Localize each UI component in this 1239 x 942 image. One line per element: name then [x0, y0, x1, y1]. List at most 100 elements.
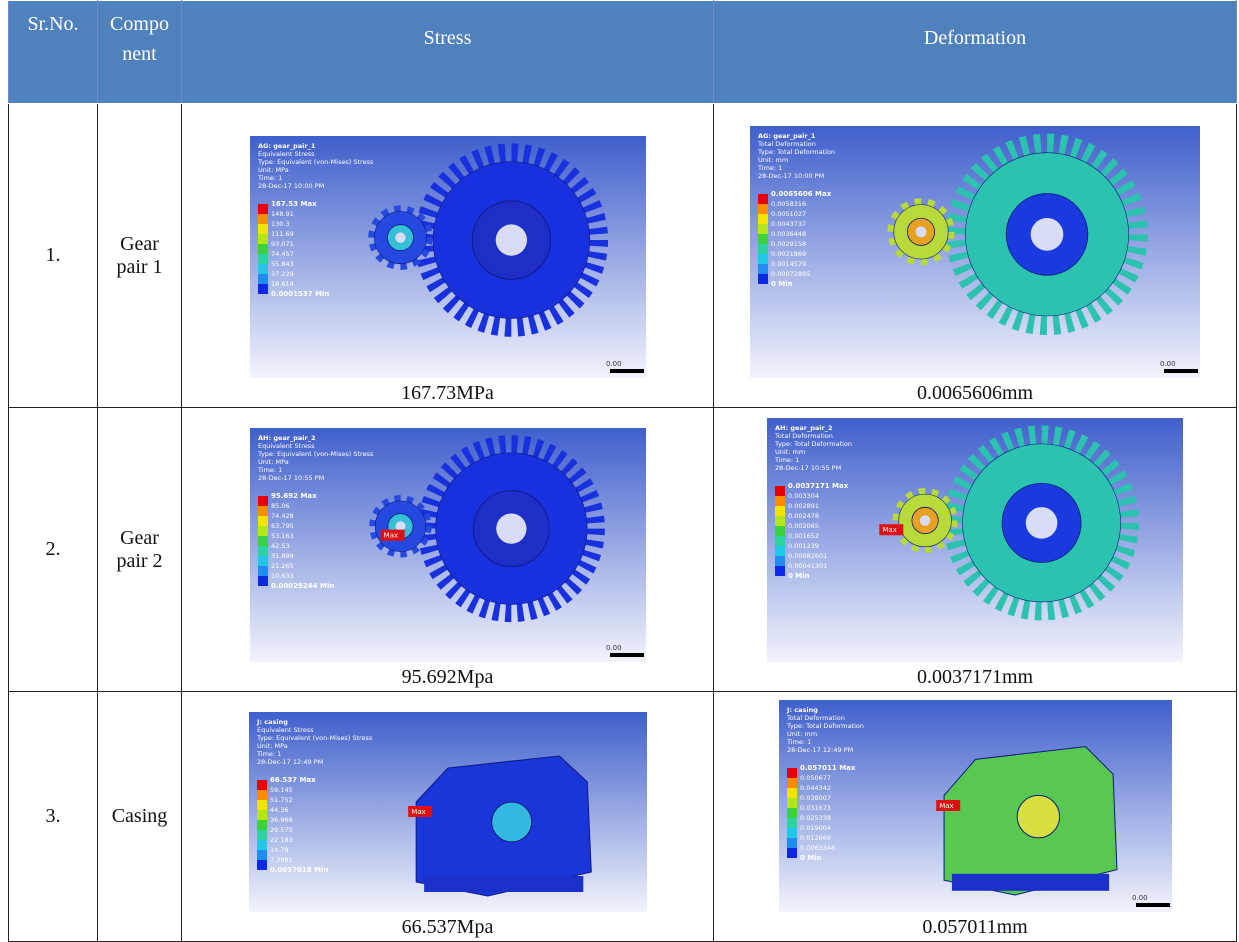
fea-image: J: casingEquivalent StressType: Equivale… [249, 712, 647, 912]
legend-label: 0.003304 [788, 492, 819, 500]
legend-label: 29.575 [270, 826, 293, 834]
image-header-line: Unit: MPa [258, 166, 289, 174]
legend-band [775, 496, 785, 506]
legend-band [258, 284, 268, 294]
scale-label: 0.00 [1160, 360, 1176, 368]
gear-bore [495, 224, 526, 255]
image-header-line: Type: Total Deformation [774, 440, 852, 448]
image-header-line: Equivalent Stress [257, 726, 314, 734]
legend-band [258, 204, 268, 214]
image-header-line: 28-Dec-17 10:55 PM [258, 474, 324, 482]
legend-band [775, 556, 785, 566]
sr-cell: 3. [9, 692, 98, 942]
legend-label: 0.031673 [800, 804, 831, 812]
legend-label: 0.002478 [788, 512, 819, 520]
image-header-line: AH: gear_pair_2 [775, 424, 832, 432]
image-header-line: Time: 1 [786, 738, 811, 746]
legend-band [775, 526, 785, 536]
legend-band [775, 566, 785, 576]
legend-label: 0.00041301 [788, 562, 827, 570]
image-header-line: Equivalent Stress [258, 150, 315, 158]
stress-cell: J: casingEquivalent StressType: Equivale… [182, 692, 714, 942]
legend-band [257, 780, 267, 790]
legend-band [787, 828, 797, 838]
legend-label: 0.0065606 Max [771, 190, 832, 198]
gear-bore [1031, 218, 1064, 251]
legend-label: 0.0057018 Min [270, 866, 328, 874]
legend-band [257, 830, 267, 840]
image-header-line: 28-Dec-17 12:49 PM [787, 746, 853, 754]
legend-band [258, 214, 268, 224]
component-cell: Casing [98, 692, 182, 942]
legend-band [258, 546, 268, 556]
caption: 0.057011mm [714, 916, 1236, 939]
legend-label: 0.038007 [800, 794, 831, 802]
scale-bar [1136, 903, 1170, 907]
gear-bore [496, 513, 526, 543]
image-header-line: Time: 1 [257, 466, 282, 474]
legend-band [787, 788, 797, 798]
legend-label: 93.071 [271, 240, 294, 248]
legend-band [758, 244, 768, 254]
legend-band [787, 768, 797, 778]
header-cell: Deformation [714, 1, 1237, 104]
gear-bore [395, 232, 405, 242]
image-header-line: Unit: MPa [257, 742, 288, 750]
image-header-line: 28-Dec-17 10:00 PM [758, 172, 824, 180]
scale-bar [610, 653, 644, 657]
casing-bore [491, 802, 531, 842]
legend-band [257, 800, 267, 810]
legend-label: 0.0001537 Min [271, 290, 329, 298]
legend-label: 42.53 [271, 542, 290, 550]
legend-label: 148.91 [271, 210, 294, 218]
legend-label: 0.0014579 [771, 260, 806, 268]
component-cell: Gear pair 1 [98, 104, 182, 408]
legend-label: 74.428 [271, 512, 294, 520]
max-tag: Max [383, 532, 397, 540]
legend-label: 21.265 [271, 562, 294, 570]
legend-band [258, 496, 268, 506]
image-header-line: Time: 1 [257, 174, 282, 182]
image-header-line: Type: Total Deformation [757, 148, 835, 156]
image-header-line: 28-Dec-17 10:00 PM [258, 182, 324, 190]
image-header-line: Unit: MPa [258, 458, 289, 466]
legend-band [258, 536, 268, 546]
max-tag: Max [882, 526, 896, 534]
legend-band [257, 860, 267, 870]
scale-label: 0.00 [606, 644, 622, 652]
image-header-line: Type: Equivalent (von-Mises) Stress [256, 734, 373, 742]
legend-label: 0.044342 [800, 784, 831, 792]
legend-label: 0.0058316 [771, 200, 806, 208]
image-header-line: Type: Total Deformation [786, 722, 864, 730]
legend-band [258, 526, 268, 536]
legend-label: 0.057011 Max [800, 764, 856, 772]
image-header-line: Time: 1 [757, 164, 782, 172]
image-header-line: Total Deformation [786, 714, 845, 722]
image-header-line: AG: gear_pair_1 [758, 132, 816, 140]
header-cell: Sr.No. [9, 1, 98, 104]
legend-band [258, 576, 268, 586]
legend-label: 36.968 [270, 816, 293, 824]
image-header-line: 28-Dec-17 10:55 PM [775, 464, 841, 472]
legend-band [787, 848, 797, 858]
image-header-line: Equivalent Stress [258, 442, 315, 450]
legend-label: 0 Min [771, 280, 793, 288]
legend-band [758, 204, 768, 214]
scale-label: 0.00 [1132, 894, 1148, 902]
legend-label: 95.692 Max [271, 492, 317, 500]
legend-label: 0.0037171 Max [788, 482, 849, 490]
image-header-line: Unit: mm [775, 448, 805, 456]
legend-band [775, 546, 785, 556]
caption: 0.0065606mm [714, 382, 1236, 405]
component-cell: Gear pair 2 [98, 408, 182, 692]
legend-label: 74.457 [271, 250, 294, 258]
legend-label: 22.183 [270, 836, 293, 844]
legend-label: 44.36 [270, 806, 289, 814]
legend-band [258, 234, 268, 244]
legend-label: 14.79 [270, 846, 289, 854]
legend-band [775, 486, 785, 496]
legend-label: 31.898 [271, 552, 294, 560]
